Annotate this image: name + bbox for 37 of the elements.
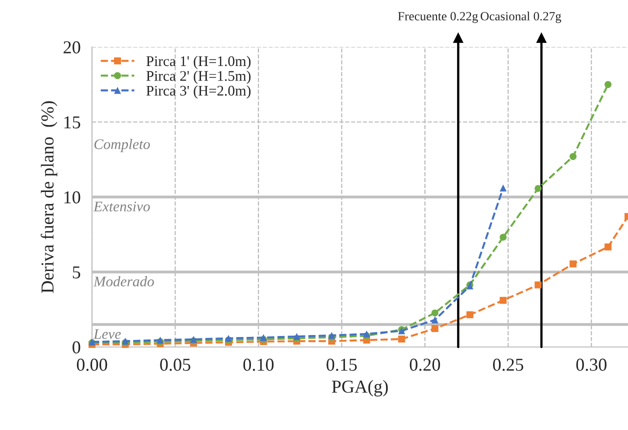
point bbox=[431, 316, 438, 324]
y-tick-label: 5 bbox=[72, 266, 80, 278]
point bbox=[500, 184, 507, 192]
x-axis-title: PGA(g) bbox=[332, 380, 388, 396]
point bbox=[534, 281, 542, 288]
point bbox=[570, 260, 577, 268]
ref-line-label: Moderado bbox=[93, 276, 154, 286]
point bbox=[398, 336, 406, 343]
point bbox=[500, 296, 507, 304]
x-tick-label: 0.30 bbox=[576, 358, 606, 371]
x-tick-label: 0.25 bbox=[493, 358, 524, 371]
point bbox=[604, 81, 612, 88]
ref-line-label: Leve bbox=[93, 329, 121, 339]
y-tick-label: 0 bbox=[72, 341, 80, 354]
legend-label: Pirca 1' (H=1.0m) bbox=[146, 56, 251, 70]
annotation: Completo bbox=[94, 138, 150, 152]
x-tick-label: 0.10 bbox=[243, 358, 274, 371]
point bbox=[604, 243, 612, 250]
point bbox=[431, 325, 438, 332]
point bbox=[466, 311, 474, 318]
point bbox=[570, 153, 577, 160]
y-axis-title: Deriva fuera de plano (%) bbox=[40, 101, 58, 293]
point bbox=[431, 309, 438, 316]
y-tick-label: 10 bbox=[64, 191, 80, 204]
legend-label: Pirca 3' (H=2.0m) bbox=[146, 85, 251, 99]
x-tick-label: 0.00 bbox=[76, 358, 108, 371]
ref-line-label: Frecuente 0.22g bbox=[398, 12, 478, 23]
point bbox=[500, 234, 507, 241]
x-tick-label: 0.15 bbox=[326, 358, 357, 371]
x-tick-label: 0.05 bbox=[160, 358, 190, 371]
y-tick-label: 20 bbox=[64, 41, 80, 54]
ref-line-label: Extensivo bbox=[93, 202, 150, 212]
ref-line-label: Ocasional 0.27g bbox=[480, 12, 562, 23]
y-tick-label: 15 bbox=[64, 116, 80, 128]
point bbox=[534, 184, 542, 192]
legend-label: Pirca 2' (H=1.5m) bbox=[146, 70, 251, 84]
x-tick-label: 0.20 bbox=[410, 358, 440, 371]
